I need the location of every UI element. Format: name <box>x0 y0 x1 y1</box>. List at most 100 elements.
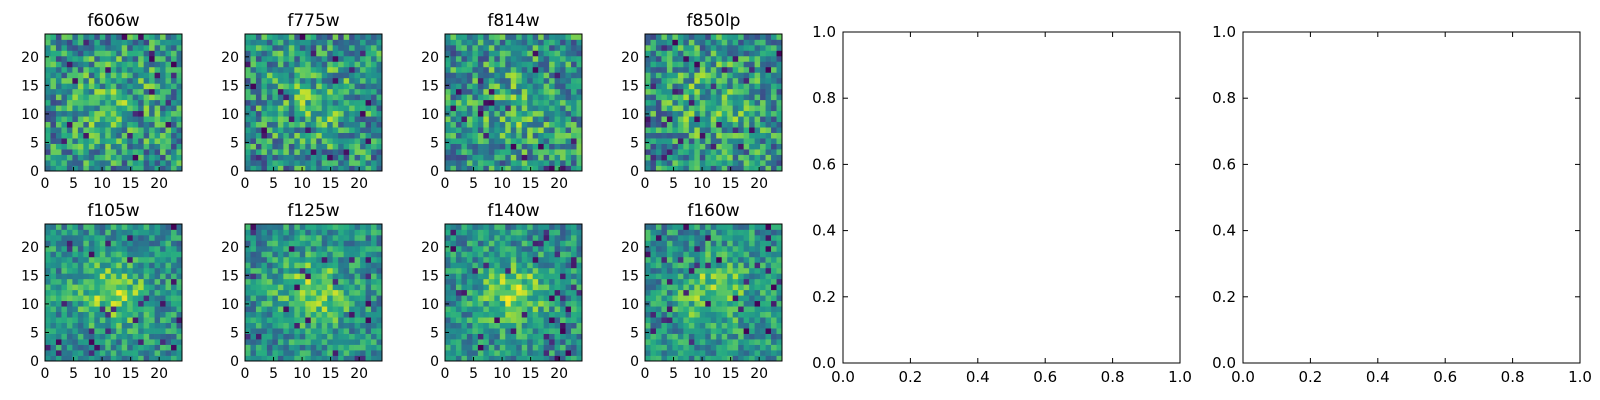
heatmap-cell <box>477 234 484 241</box>
x-tick-label: 10 <box>493 176 511 192</box>
heatmap-cell <box>776 39 783 46</box>
heatmap-cell <box>66 132 73 139</box>
heatmap-cell <box>72 132 79 139</box>
heatmap-cell <box>727 306 734 313</box>
heatmap-cell <box>72 317 79 323</box>
heatmap-cell <box>527 322 534 329</box>
heatmap-cell <box>371 306 377 313</box>
heatmap-cell <box>310 34 317 40</box>
heatmap-cell <box>710 278 717 285</box>
heatmap-cell <box>661 165 668 172</box>
heatmap-cell <box>99 116 106 123</box>
heatmap-cell <box>77 251 84 258</box>
heatmap-cell <box>776 355 783 362</box>
x-tick-label: 10 <box>293 176 311 192</box>
heatmap-cell <box>294 34 301 40</box>
heatmap-cell <box>321 251 328 258</box>
heatmap-cell <box>738 77 744 84</box>
heatmap-cell <box>472 110 479 117</box>
heatmap-cell <box>488 110 495 117</box>
heatmap-cell <box>45 77 51 84</box>
heatmap-cell <box>376 350 383 356</box>
heatmap-cell <box>176 143 183 150</box>
heatmap-cell <box>160 229 166 236</box>
heatmap-cell <box>683 77 690 84</box>
heatmap-cell <box>261 273 268 280</box>
heatmap-cell <box>110 55 117 62</box>
heatmap-cell <box>538 306 544 313</box>
heatmap-cell <box>176 344 183 351</box>
heatmap-cell <box>77 328 84 334</box>
heatmap-cell <box>299 262 306 269</box>
heatmap-cell <box>61 267 68 274</box>
heatmap-cell <box>55 262 62 269</box>
heatmap-cell <box>61 240 68 247</box>
heatmap-cell <box>655 143 662 150</box>
heatmap-cell <box>532 77 539 84</box>
heatmap-cell <box>650 121 657 128</box>
heatmap-cells <box>645 34 783 172</box>
heatmap-cell <box>672 99 679 106</box>
heatmap-cell <box>127 245 134 252</box>
heatmap-cell <box>576 77 583 84</box>
heatmap-cell <box>99 160 106 166</box>
heatmap-cell <box>472 240 479 247</box>
heatmap-cell <box>61 121 68 128</box>
heatmap-cell <box>360 116 366 123</box>
heatmap-cell <box>716 333 723 340</box>
heatmap-cell <box>94 350 101 356</box>
heatmap-cell <box>321 234 328 241</box>
heatmap-cell <box>499 50 506 57</box>
heatmap-cell <box>250 143 257 150</box>
heatmap-cell <box>66 94 73 101</box>
heatmap-cell <box>661 154 668 161</box>
heatmap-cell <box>510 121 517 128</box>
heatmap-cell <box>538 116 544 123</box>
heatmap-cell <box>88 328 95 334</box>
heatmap-cell <box>365 317 372 323</box>
heatmap-cell <box>66 105 73 112</box>
heatmap-cell <box>749 317 755 323</box>
heatmap-cell <box>138 240 144 247</box>
heatmap-cell <box>365 88 372 95</box>
heatmap-cell <box>371 284 377 291</box>
heatmap-cell <box>576 333 583 340</box>
heatmap-cell <box>661 278 668 285</box>
heatmap-cell <box>688 278 695 285</box>
heatmap-cell <box>50 99 57 106</box>
heatmap-cell <box>527 165 534 172</box>
heatmap-cell <box>327 289 334 296</box>
heatmap-cell <box>699 132 706 139</box>
heatmap-cell <box>105 333 112 340</box>
heatmap-cell <box>138 278 144 285</box>
heatmap-cell <box>277 44 284 51</box>
heatmap-cell <box>677 121 684 128</box>
heatmap-cell <box>266 138 273 144</box>
heatmap-cell <box>376 256 383 263</box>
heatmap-cell <box>760 127 766 133</box>
heatmap-cell <box>299 34 306 40</box>
heatmap-cell <box>461 229 468 236</box>
heatmap-cell <box>321 267 328 274</box>
heatmap-cell <box>494 165 501 172</box>
heatmap-cell <box>716 295 723 302</box>
heatmap-cell <box>154 317 161 323</box>
heatmap-cell <box>645 328 651 334</box>
heatmap-cell <box>110 154 117 161</box>
heatmap-cell <box>55 234 62 241</box>
heatmap-cell <box>327 127 334 133</box>
heatmap-cell <box>461 355 468 362</box>
heatmap-cell <box>450 138 457 144</box>
heatmap-cell <box>99 229 106 236</box>
heatmap-cell <box>472 251 479 258</box>
heatmap-cell <box>343 306 350 313</box>
heatmap-cell <box>455 116 462 123</box>
heatmap-cell <box>61 300 68 307</box>
heatmap-cell <box>66 121 73 128</box>
heatmap-cell <box>549 55 555 62</box>
heatmap-cell <box>349 234 355 241</box>
heatmap-cell <box>683 61 690 68</box>
heatmap-cell <box>666 262 673 269</box>
heatmap-cell <box>294 44 301 51</box>
heatmap-cell <box>576 339 583 345</box>
